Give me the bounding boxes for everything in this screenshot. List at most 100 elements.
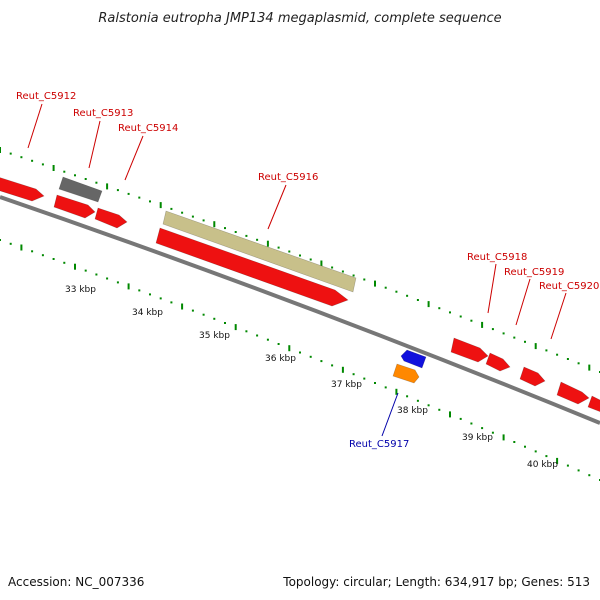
- minor-tick: [41, 254, 44, 257]
- minor-tick: [459, 315, 462, 318]
- major-tick: [20, 244, 23, 251]
- map-title: Ralstonia eutropha JMP134 megaplasmid, c…: [98, 11, 501, 26]
- minor-tick: [63, 170, 66, 173]
- gene-arrow-reut-c5918[interactable]: [450, 337, 489, 363]
- minor-tick: [191, 309, 194, 312]
- minor-tick: [352, 373, 355, 376]
- minor-tick: [363, 278, 366, 281]
- minor-tick: [299, 351, 301, 354]
- major-tick: [588, 364, 591, 371]
- minor-tick: [363, 377, 366, 380]
- minor-tick: [245, 234, 248, 237]
- minor-tick: [202, 219, 205, 222]
- leader-reut-c5917: [381, 392, 399, 437]
- gene-arrow-reut-c5916[interactable]: [155, 227, 349, 307]
- gene-label-leaders: [27, 103, 567, 437]
- minor-tick: [513, 336, 516, 339]
- gene-label-reut-c5918[interactable]: Reut_C5918: [467, 252, 527, 263]
- kbp-label: 34 kbp: [132, 308, 163, 318]
- major-tick: [0, 147, 1, 153]
- major-tick: [234, 324, 237, 331]
- minor-tick: [31, 250, 34, 253]
- gene-label-reut-c5912[interactable]: Reut_C5912: [16, 91, 76, 102]
- major-tick: [374, 280, 376, 287]
- outer-dotted-ring: [0, 147, 600, 373]
- sequence-backbone: [0, 195, 600, 425]
- minor-tick: [84, 269, 87, 272]
- minor-tick: [320, 360, 323, 363]
- minor-tick: [438, 307, 441, 310]
- minor-tick: [459, 417, 462, 420]
- minor-tick: [438, 408, 441, 411]
- minor-tick: [491, 328, 494, 331]
- gene-features: [0, 176, 600, 414]
- minor-tick: [0, 239, 1, 241]
- kbp-label: 40 kbp: [527, 460, 558, 470]
- minor-tick: [170, 301, 173, 304]
- major-tick: [266, 240, 269, 247]
- gene-arrow-blue-reverse[interactable]: [400, 349, 427, 369]
- minor-tick: [234, 231, 237, 233]
- kbp-label: 38 kbp: [397, 406, 428, 416]
- gene-label-reut-c5920[interactable]: Reut_C5920: [539, 281, 599, 292]
- minor-tick: [309, 355, 312, 358]
- minor-tick: [577, 362, 580, 365]
- minor-tick: [31, 159, 34, 162]
- minor-tick: [309, 258, 312, 261]
- gene-labels: Reut_C5912 Reut_C5913 Reut_C5914 Reut_C5…: [16, 91, 599, 450]
- leader-reut-c5916: [267, 184, 287, 230]
- gene-arrow-reut-c5917[interactable]: [392, 363, 420, 384]
- gene-label-reut-c5917[interactable]: Reut_C5917: [349, 439, 409, 450]
- gene-arrow-reut-c5912[interactable]: [0, 176, 45, 202]
- gene-label-reut-c5913[interactable]: Reut_C5913: [73, 108, 133, 119]
- gene-bar-reut-c5916-highlight[interactable]: [162, 210, 357, 293]
- major-tick: [502, 434, 505, 441]
- minor-tick: [449, 311, 451, 314]
- minor-tick: [513, 441, 516, 443]
- major-tick: [427, 301, 430, 308]
- gene-arrow-unlabeled-2[interactable]: [587, 395, 600, 414]
- minor-tick: [352, 274, 355, 277]
- gene-arrow-reut-c5913[interactable]: [58, 176, 103, 203]
- minor-tick: [524, 445, 526, 448]
- minor-tick: [481, 427, 484, 430]
- minor-tick: [116, 189, 119, 192]
- minor-tick: [288, 250, 291, 253]
- leader-reut-c5919: [515, 278, 531, 326]
- minor-tick: [395, 290, 398, 293]
- gene-arrow-reut-c5920[interactable]: [519, 366, 546, 387]
- major-tick: [181, 303, 184, 310]
- gene-label-reut-c5916[interactable]: Reut_C5916: [258, 172, 318, 183]
- major-tick: [534, 343, 537, 350]
- gene-label-reut-c5914[interactable]: Reut_C5914: [118, 123, 178, 134]
- gene-arrow-reut-c5913-part2[interactable]: [53, 194, 96, 219]
- minor-tick: [577, 469, 580, 472]
- minor-tick: [95, 273, 98, 276]
- gene-label-reut-c5919[interactable]: Reut_C5919: [504, 267, 564, 278]
- minor-tick: [341, 270, 344, 273]
- minor-tick: [470, 319, 473, 322]
- minor-tick: [191, 215, 194, 218]
- minor-tick: [277, 343, 280, 345]
- kbp-label: 36 kbp: [265, 354, 296, 364]
- leader-reut-c5914: [124, 135, 144, 181]
- gene-arrow-reut-c5914[interactable]: [94, 207, 128, 229]
- minor-tick: [502, 332, 505, 335]
- major-tick: [320, 260, 323, 267]
- minor-tick: [95, 181, 98, 184]
- gene-arrow-reut-c5919[interactable]: [485, 352, 511, 372]
- major-tick: [106, 183, 109, 190]
- minor-tick: [224, 322, 226, 324]
- major-tick: [556, 457, 559, 464]
- minor-tick: [9, 242, 12, 245]
- gene-arrow-unlabeled-1[interactable]: [556, 381, 590, 405]
- minor-tick: [416, 399, 419, 402]
- minor-tick: [52, 258, 55, 260]
- minor-tick: [84, 178, 87, 180]
- minor-tick: [331, 364, 334, 367]
- minor-tick: [277, 246, 280, 249]
- minor-tick: [149, 293, 151, 296]
- minor-tick: [74, 174, 76, 177]
- minor-tick: [106, 277, 109, 280]
